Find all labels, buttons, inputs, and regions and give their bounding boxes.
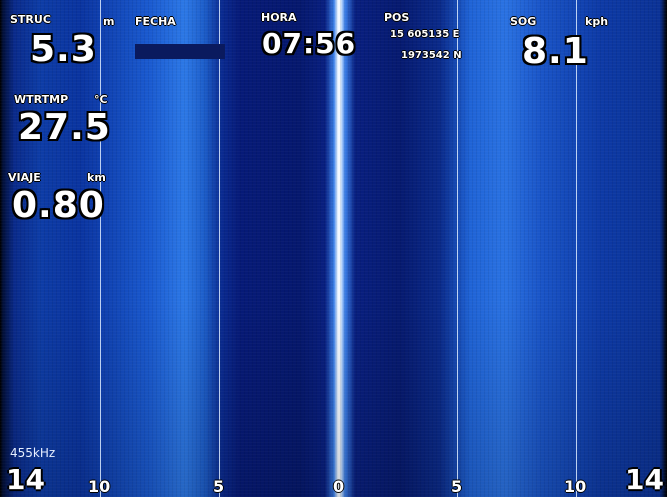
wtrtmp-unit: °C xyxy=(94,93,108,106)
struc-value: 5.3 xyxy=(30,29,97,70)
range-gridline-right-5 xyxy=(457,0,458,497)
struc-label: STRUC xyxy=(10,13,51,26)
wtrtmp-value: 27.5 xyxy=(18,107,111,148)
viaje-unit: km xyxy=(87,171,106,184)
scale-tick-left-5: 5 xyxy=(213,477,225,496)
viaje-label: VIAJE xyxy=(8,171,41,184)
scale-tick-center-0: 0 xyxy=(333,477,345,496)
range-gridline-left-5 xyxy=(219,0,220,497)
range-gridline-right-10 xyxy=(576,0,577,497)
hora-label: HORA xyxy=(261,11,297,24)
hora-value: 07:56 xyxy=(262,27,357,60)
frequency-label: 455kHz xyxy=(10,446,56,460)
sog-value: 8.1 xyxy=(522,31,589,72)
date-value-bar xyxy=(135,44,225,59)
scale-tick-right-10: 10 xyxy=(564,477,587,496)
pos-label: POS xyxy=(384,11,410,24)
struc-unit: m xyxy=(103,15,115,28)
range-left-value: 14 xyxy=(6,463,45,496)
sog-unit: kph xyxy=(585,15,609,28)
sog-label: SOG xyxy=(510,15,537,28)
scale-tick-right-5: 5 xyxy=(451,477,463,496)
range-gridline-left-10 xyxy=(100,0,101,497)
viaje-value: 0.80 xyxy=(12,185,105,226)
wtrtmp-label: WTRTMP xyxy=(14,93,69,106)
range-right-value: 14 xyxy=(625,463,664,496)
scale-tick-left-10: 10 xyxy=(88,477,111,496)
pos-easting: 15 605135 E xyxy=(390,29,460,40)
pos-northing: 1973542 N xyxy=(401,50,462,61)
fecha-label: FECHA xyxy=(135,15,176,28)
